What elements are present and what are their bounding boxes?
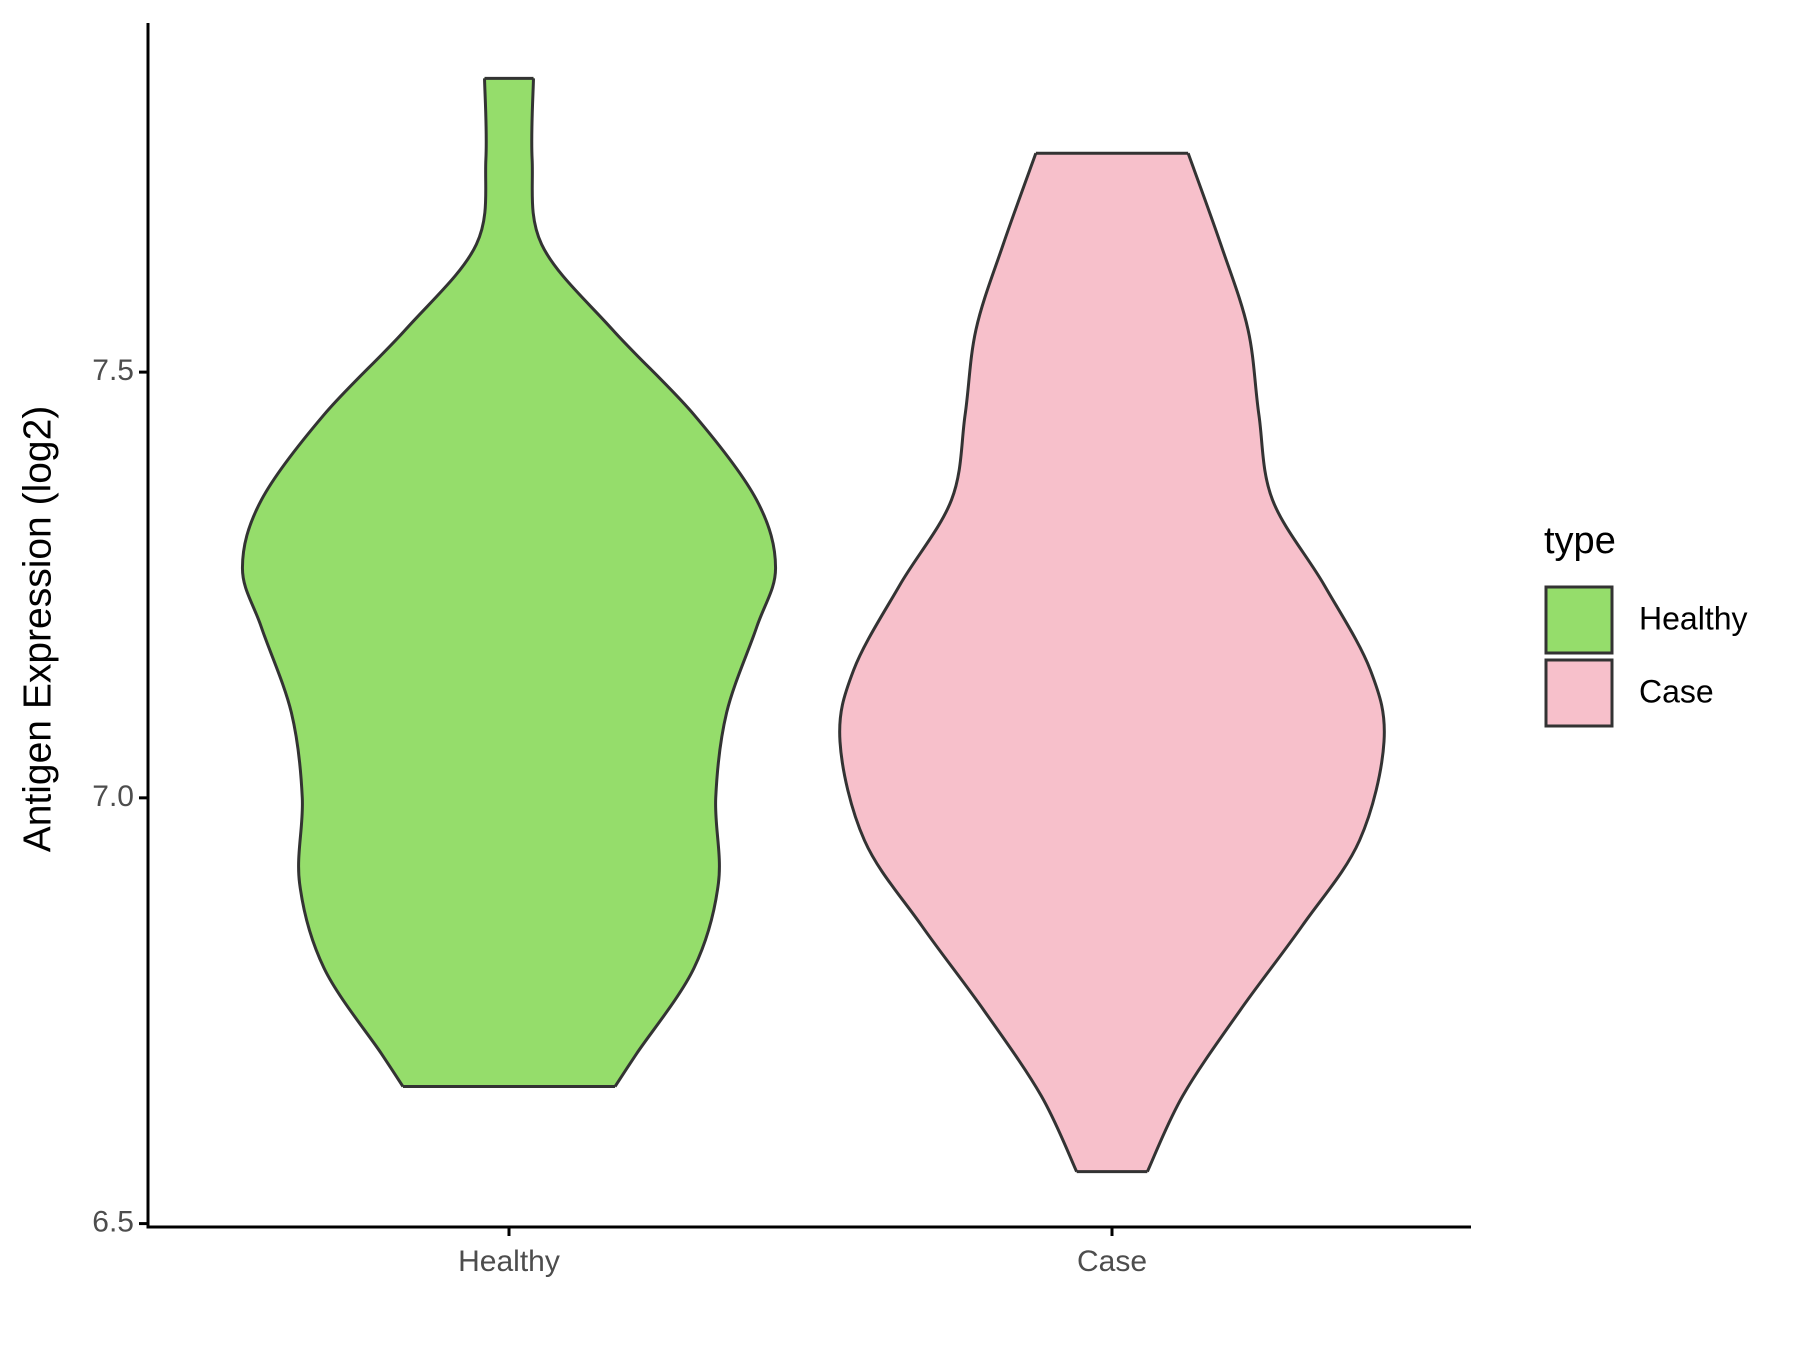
y-tick-label: 7.5 — [92, 354, 134, 387]
violin-outline — [838, 152, 1078, 1173]
y-tick-label: 7.0 — [92, 780, 134, 813]
violin-outline — [1146, 152, 1386, 1173]
legend-key — [1544, 658, 1614, 728]
legend-label: Healthy — [1639, 600, 1748, 636]
violin-outline — [530, 78, 778, 1088]
violin-half — [241, 77, 510, 1088]
legend-key — [1544, 585, 1614, 655]
x-tick-label: Healthy — [458, 1245, 560, 1278]
violin-half — [839, 152, 1113, 1173]
violin-half — [508, 77, 777, 1088]
y-tick-label: 6.5 — [92, 1206, 134, 1239]
legend-label: Case — [1639, 673, 1714, 709]
x-tick-label: Case — [1077, 1245, 1147, 1278]
y-axis-label: Antigen Expression (log2) — [16, 406, 59, 853]
legend-title: type — [1544, 520, 1616, 562]
violin-half — [1111, 152, 1385, 1173]
violin-outline — [240, 78, 488, 1088]
